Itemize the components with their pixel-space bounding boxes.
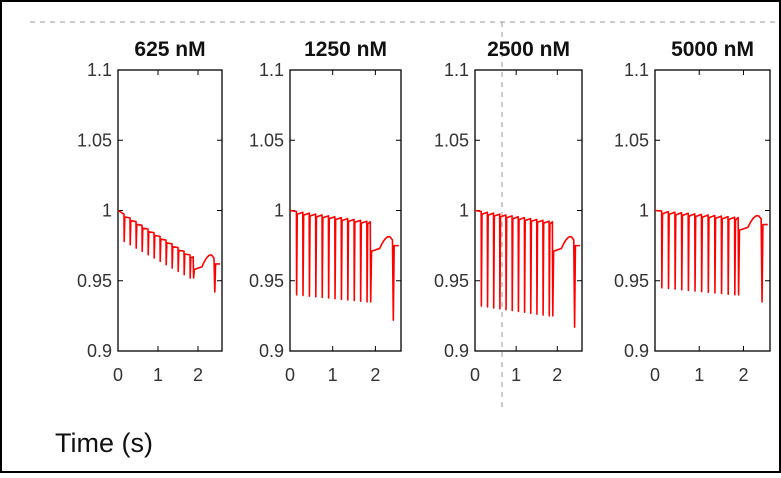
y-tick-label: 1.1 — [87, 60, 112, 80]
x-tick-label: 0 — [650, 365, 660, 385]
x-tick-label: 0 — [113, 365, 123, 385]
panel-title: 1250 nM — [304, 38, 387, 61]
y-tick-label: 0.95 — [77, 271, 112, 291]
trace-line — [474, 209, 580, 328]
panel-1: 625 nM 0.9 0.95 1 1.05 1.1 0 1 2 — [77, 38, 223, 385]
y-tick-label: 1 — [459, 201, 469, 221]
x-tick-label: 2 — [552, 365, 562, 385]
trace-line — [654, 209, 768, 303]
panel-3: 2500 nM 0.9 0.95 1 1.05 1.1 0 1 2 — [434, 38, 583, 385]
x-tick-label: 0 — [285, 365, 295, 385]
y-tick-label: 0.9 — [259, 341, 284, 361]
x-tick-label: 1 — [511, 365, 521, 385]
panel-title: 2500 nM — [487, 38, 570, 61]
y-tick-label: 0.9 — [87, 341, 112, 361]
panel-4: 5000 nM 0.9 0.95 1 1.05 1.1 0 1 2 — [614, 38, 771, 385]
y-tick-label: 0.95 — [614, 271, 649, 291]
x-tick-label: 1 — [694, 365, 704, 385]
y-tick-label: 0.9 — [624, 341, 649, 361]
y-tick-label: 1 — [639, 201, 649, 221]
x-tick-label: 0 — [470, 365, 480, 385]
y-tick-label: 1 — [102, 201, 112, 221]
y-tick-label: 0.95 — [249, 271, 284, 291]
x-tick-label: 1 — [328, 365, 338, 385]
y-tick-label: 0.9 — [444, 341, 469, 361]
x-axis-label: Time (s) — [55, 428, 153, 458]
y-tick-label: 1.05 — [434, 130, 469, 150]
y-tick-label: 1 — [274, 201, 284, 221]
y-tick-label: 1.05 — [614, 130, 649, 150]
y-tick-label: 1.05 — [249, 130, 284, 150]
panel-title: 625 nM — [134, 38, 205, 61]
trace-line — [117, 209, 220, 293]
x-tick-label: 2 — [738, 365, 748, 385]
x-tick-label: 1 — [153, 365, 163, 385]
x-tick-label: 2 — [193, 365, 203, 385]
y-tick-label: 1.05 — [77, 130, 112, 150]
panel-title: 5000 nM — [671, 38, 754, 61]
trace-line — [289, 209, 399, 321]
panel-2: 1250 nM 0.9 0.95 1 1.05 1.1 0 1 2 — [249, 38, 402, 385]
x-tick-label: 2 — [370, 365, 380, 385]
y-tick-label: 1.1 — [444, 60, 469, 80]
y-tick-label: 1.1 — [624, 60, 649, 80]
y-tick-label: 0.95 — [434, 271, 469, 291]
y-tick-label: 1.1 — [259, 60, 284, 80]
